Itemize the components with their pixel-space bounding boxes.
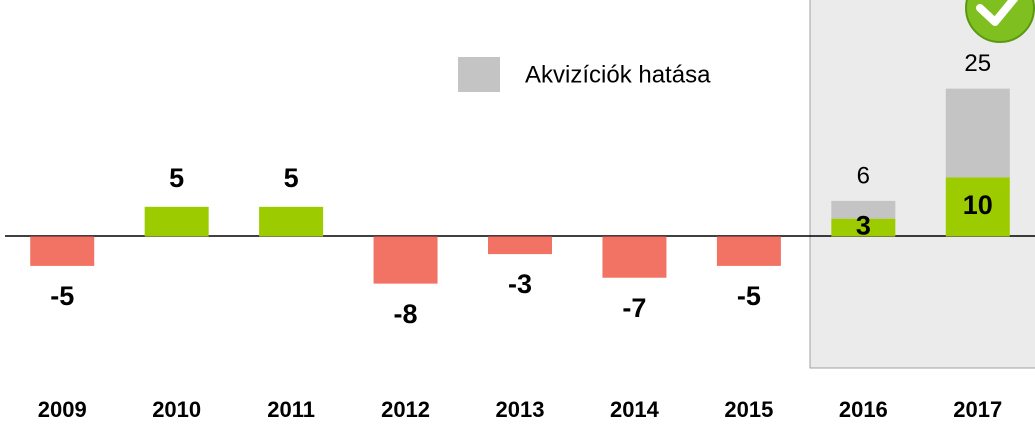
bar [373, 236, 438, 284]
bar [945, 177, 1010, 237]
bar [144, 206, 209, 237]
total-label: 6 [857, 162, 870, 189]
x-tick-label: 2009 [38, 397, 87, 422]
bar [30, 236, 95, 266]
value-label: 5 [169, 163, 184, 193]
x-tick-label: 2015 [724, 397, 773, 422]
x-tick-label: 2010 [152, 397, 201, 422]
x-tick-label: 2011 [267, 397, 315, 422]
value-label: 5 [284, 163, 299, 193]
legend-swatch [458, 57, 500, 92]
total-label: 25 [964, 50, 991, 77]
value-label: -8 [394, 299, 418, 329]
bar [488, 236, 552, 255]
x-tick-label: 2012 [381, 397, 430, 422]
stack-bar [831, 200, 896, 219]
x-tick-label: 2017 [953, 397, 1002, 422]
check-icon [965, 0, 1035, 43]
bar [259, 206, 324, 237]
x-tick-label: 2016 [839, 397, 888, 422]
value-label: 10 [963, 190, 993, 220]
value-label: -5 [50, 281, 74, 311]
bar [831, 218, 896, 237]
value-label: -5 [737, 281, 761, 311]
x-tick-label: 2014 [610, 397, 660, 422]
value-label: -7 [622, 293, 646, 323]
x-tick-label: 2013 [496, 397, 545, 422]
bar [602, 236, 667, 278]
value-label: 3 [856, 211, 871, 241]
stack-bar [945, 88, 1010, 178]
bar [716, 236, 781, 266]
value-label: -3 [508, 269, 532, 299]
legend-label: Akvizíciók hatása [525, 61, 711, 88]
